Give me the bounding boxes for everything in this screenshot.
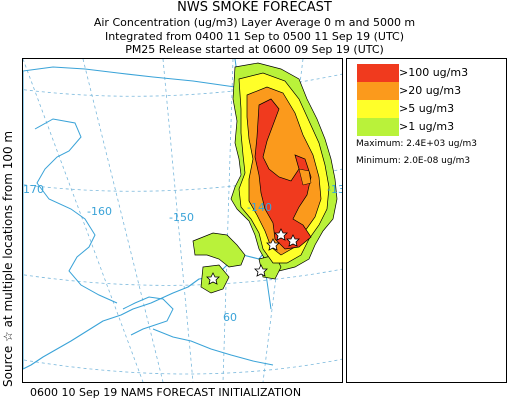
source-star-1 <box>274 228 288 241</box>
peninsula-coastline <box>122 296 174 336</box>
lon-line-140 <box>222 58 234 383</box>
alaska-coastline <box>22 66 270 370</box>
label-lon-150: -150 <box>169 211 194 224</box>
source-star-2 <box>286 234 300 247</box>
legend-panel: >100 ug/m3 >20 ug/m3 >5 ug/m3 >1 ug/m3 M… <box>346 58 507 383</box>
title-line-concentration: Air Concentration (ug/m3) Layer Average … <box>93 16 416 29</box>
legend-swatch-gt20 <box>357 82 399 100</box>
map-canvas: -170 -160 -150 -140 -130 60 <box>17 58 352 383</box>
legend-item-gt20: >20 ug/m3 <box>357 82 497 100</box>
plume-gt1-west <box>192 232 246 268</box>
source-side-label: Source ☆ at multiple locations from 100 … <box>1 130 15 387</box>
forecast-initialization: 0600 10 Sep 19 NAMS FORECAST INITIALIZAT… <box>30 386 302 399</box>
label-lon-170: -170 <box>23 183 44 196</box>
lon-line-160 <box>82 58 164 383</box>
label-lon-130: -130 <box>327 183 342 196</box>
graticule-labels: -170 -160 -150 -140 -130 60 <box>19 183 352 324</box>
plume-gt100 <box>254 98 312 250</box>
legend-label-gt1: >1 ug/m3 <box>399 120 455 133</box>
label-lon-160: -160 <box>87 205 112 218</box>
lat-line-60a <box>17 268 344 286</box>
legend-label-gt20: >20 ug/m3 <box>399 84 462 97</box>
source-markers <box>206 228 300 285</box>
label-lat-60: 60 <box>223 311 237 324</box>
legend-label-gt100: >100 ug/m3 <box>399 66 469 79</box>
legend-minimum: Minimum: 2.0E-08 ug/m3 <box>356 156 471 166</box>
source-star-5 <box>254 264 268 277</box>
legend-label-gt5: >5 ug/m3 <box>399 102 455 115</box>
legend-swatch-gt1 <box>357 118 399 136</box>
legend-maximum: Maximum: 2.4E+03 ug/m3 <box>356 139 478 149</box>
western-coastline <box>34 118 118 304</box>
legend-swatch-gt5 <box>357 100 399 118</box>
lon-line-150 <box>162 58 194 383</box>
legend-item-gt100: >100 ug/m3 <box>357 64 497 82</box>
legend-item-gt5: >5 ug/m3 <box>357 100 497 118</box>
label-lon-140: -140 <box>247 201 272 214</box>
lat-line-55 <box>17 358 344 375</box>
title-line-release: PM25 Release started at 0600 09 Sep 19 (… <box>125 43 384 56</box>
source-star-3 <box>266 238 280 251</box>
aleutian-coastline <box>152 328 274 366</box>
smoke-map: -170 -160 -150 -140 -130 60 <box>17 58 352 383</box>
title-line-integration: Integrated from 0400 11 Sep to 0500 11 S… <box>104 30 405 43</box>
legend-swatch-gt100 <box>357 64 399 82</box>
page-title: NWS SMOKE FORECAST <box>177 0 332 15</box>
source-star-4 <box>206 272 220 285</box>
plume-gt20-hole <box>298 168 312 186</box>
legend-item-gt1: >1 ug/m3 <box>357 118 497 136</box>
